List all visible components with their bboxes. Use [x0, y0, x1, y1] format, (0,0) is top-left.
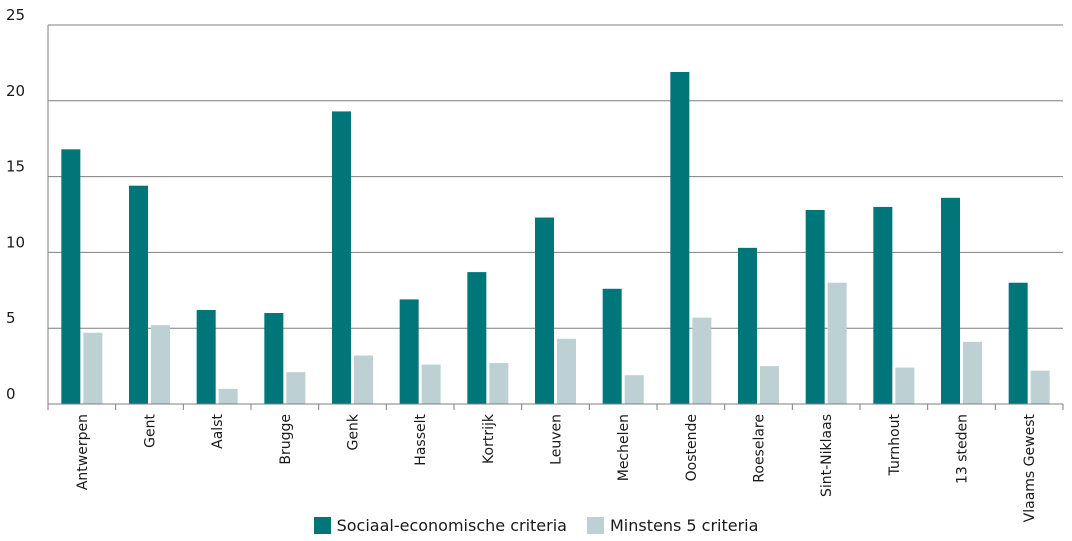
legend-item-series-1: Sociaal-economische criteria — [313, 516, 567, 535]
bar-series-1 — [738, 247, 757, 404]
grid-lines — [48, 24, 1063, 329]
bar-series-2 — [692, 317, 712, 404]
bar-series-2 — [760, 366, 779, 404]
legend-swatch-series-1 — [313, 517, 331, 534]
x-category-label: Leuven — [549, 414, 565, 465]
x-category-label: 13 steden — [955, 414, 971, 484]
bar-series-2 — [557, 338, 576, 404]
bars — [61, 71, 1050, 405]
legend-swatch-series-2 — [586, 517, 604, 534]
y-tick-label: 0 — [6, 385, 16, 403]
x-category-label: Turnhout — [887, 413, 903, 476]
bar-series-1 — [61, 149, 81, 404]
bar-series-2 — [151, 325, 170, 404]
bar-series-1 — [805, 209, 825, 404]
x-category-label: Sint-Niklaas — [819, 414, 835, 497]
legend: Sociaal-economische criteria Minstens 5 … — [0, 516, 1072, 535]
y-tick-label: 10 — [6, 233, 25, 251]
x-category-label: Aalst — [210, 414, 226, 449]
x-category-label: Gent — [143, 413, 159, 447]
axes — [47, 25, 1064, 410]
bar-series-2 — [421, 364, 441, 404]
legend-label-series-1: Sociaal-economische criteria — [336, 516, 567, 535]
x-category-label: Hasselt — [413, 413, 429, 465]
x-category-label: Roeselare — [752, 414, 768, 483]
bar-series-2 — [963, 341, 982, 404]
x-category-label: Genk — [346, 413, 362, 450]
bar-series-2 — [83, 332, 103, 404]
bar-series-2 — [218, 388, 238, 404]
bar-series-2 — [489, 363, 509, 404]
bar-series-1 — [941, 197, 960, 404]
legend-label-series-2: Minstens 5 criteria — [609, 516, 759, 535]
x-category-label: Kortrijk — [481, 413, 497, 464]
bar-series-2 — [827, 282, 847, 404]
bar-series-1 — [332, 111, 351, 405]
y-tick-label: 20 — [6, 82, 25, 100]
x-category-label: Mechelen — [616, 414, 632, 481]
bar-series-1 — [264, 313, 284, 404]
y-tick-label: 5 — [6, 309, 16, 327]
bar-series-2 — [1030, 370, 1050, 404]
bar-series-1 — [129, 185, 148, 404]
y-tick-label: 15 — [6, 158, 25, 176]
bar-series-2 — [895, 367, 915, 404]
bar-series-2 — [286, 372, 306, 404]
bar-series-1 — [873, 206, 893, 404]
legend-item-series-2: Minstens 5 criteria — [586, 516, 759, 535]
y-tick-label: 25 — [6, 6, 25, 24]
bar-series-2 — [624, 375, 644, 404]
bar-series-1 — [1008, 282, 1028, 404]
bar-series-1 — [196, 310, 216, 404]
x-category-label: Vlaams Gewest — [1022, 414, 1038, 523]
bar-series-2 — [354, 355, 373, 404]
bar-series-1 — [670, 71, 690, 404]
x-category-label: Brugge — [278, 414, 294, 465]
bar-series-1 — [602, 288, 622, 404]
bar-series-1 — [535, 217, 554, 404]
bar-series-1 — [467, 272, 487, 404]
x-category-label: Oostende — [684, 414, 700, 481]
x-category-label: Antwerpen — [75, 414, 91, 490]
bar-series-1 — [399, 299, 419, 404]
axis-labels: 0 5 10 15 20 25 Antwerpen Gent Aalst Brugge Genk Ha… — [6, 6, 1038, 522]
